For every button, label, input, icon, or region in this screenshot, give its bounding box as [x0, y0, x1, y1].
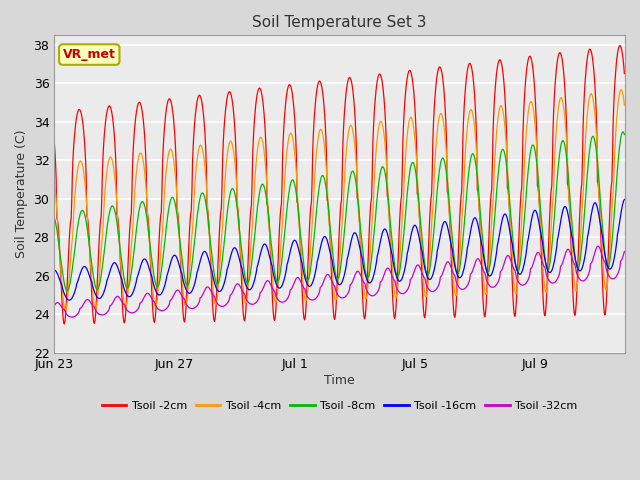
Tsoil -8cm: [527, 149, 534, 155]
Tsoil -32cm: [51, 303, 58, 309]
Tsoil -16cm: [410, 223, 418, 228]
Tsoil -32cm: [527, 266, 534, 272]
Tsoil -32cm: [172, 288, 180, 294]
Tsoil -8cm: [316, 178, 324, 184]
Y-axis label: Soil Temperature (C): Soil Temperature (C): [15, 130, 28, 258]
Line: Tsoil -2cm: Tsoil -2cm: [54, 46, 625, 324]
Line: Tsoil -8cm: Tsoil -8cm: [54, 132, 625, 291]
Tsoil -4cm: [388, 262, 396, 267]
Tsoil -4cm: [172, 185, 180, 191]
Tsoil -8cm: [621, 132, 628, 137]
Tsoil -16cm: [621, 196, 628, 202]
Tsoil -16cm: [65, 297, 73, 303]
Legend: Tsoil -2cm, Tsoil -4cm, Tsoil -8cm, Tsoil -16cm, Tsoil -32cm: Tsoil -2cm, Tsoil -4cm, Tsoil -8cm, Tsoi…: [97, 396, 582, 416]
Tsoil -2cm: [51, 139, 58, 145]
Tsoil -8cm: [172, 207, 180, 213]
Tsoil -16cm: [172, 254, 180, 260]
Tsoil -2cm: [616, 43, 624, 48]
Tsoil -2cm: [410, 93, 418, 99]
Tsoil -2cm: [621, 71, 628, 76]
Tsoil -2cm: [251, 116, 259, 121]
Text: VR_met: VR_met: [63, 48, 116, 61]
Tsoil -2cm: [527, 54, 534, 60]
Tsoil -8cm: [51, 215, 58, 221]
Line: Tsoil -32cm: Tsoil -32cm: [54, 246, 625, 317]
Tsoil -32cm: [410, 269, 418, 275]
Tsoil -16cm: [388, 252, 396, 258]
Tsoil -32cm: [68, 314, 76, 320]
Tsoil -8cm: [410, 162, 418, 168]
Tsoil -2cm: [60, 321, 68, 327]
Tsoil -8cm: [251, 234, 259, 240]
Tsoil -16cm: [316, 245, 324, 251]
Tsoil -16cm: [527, 222, 534, 228]
Tsoil -2cm: [388, 285, 396, 290]
Line: Tsoil -4cm: Tsoil -4cm: [54, 90, 625, 310]
Tsoil -4cm: [410, 128, 418, 134]
Title: Soil Temperature Set 3: Soil Temperature Set 3: [252, 15, 427, 30]
Tsoil -4cm: [316, 127, 324, 132]
Tsoil -4cm: [61, 307, 69, 313]
Tsoil -8cm: [388, 240, 396, 246]
Tsoil -8cm: [620, 129, 627, 135]
Tsoil -32cm: [621, 249, 628, 254]
Tsoil -32cm: [316, 285, 324, 290]
Tsoil -16cm: [51, 267, 58, 273]
Tsoil -2cm: [316, 79, 324, 84]
Tsoil -32cm: [595, 243, 602, 249]
Tsoil -4cm: [527, 99, 534, 105]
Line: Tsoil -16cm: Tsoil -16cm: [54, 199, 625, 300]
Tsoil -4cm: [618, 87, 625, 93]
Tsoil -4cm: [51, 178, 58, 183]
Tsoil -32cm: [388, 274, 396, 279]
Tsoil -4cm: [621, 102, 628, 108]
X-axis label: Time: Time: [324, 373, 355, 387]
Tsoil -8cm: [63, 288, 71, 294]
Tsoil -16cm: [251, 277, 259, 283]
Tsoil -32cm: [251, 301, 259, 307]
Tsoil -2cm: [172, 166, 180, 172]
Tsoil -4cm: [251, 181, 259, 187]
